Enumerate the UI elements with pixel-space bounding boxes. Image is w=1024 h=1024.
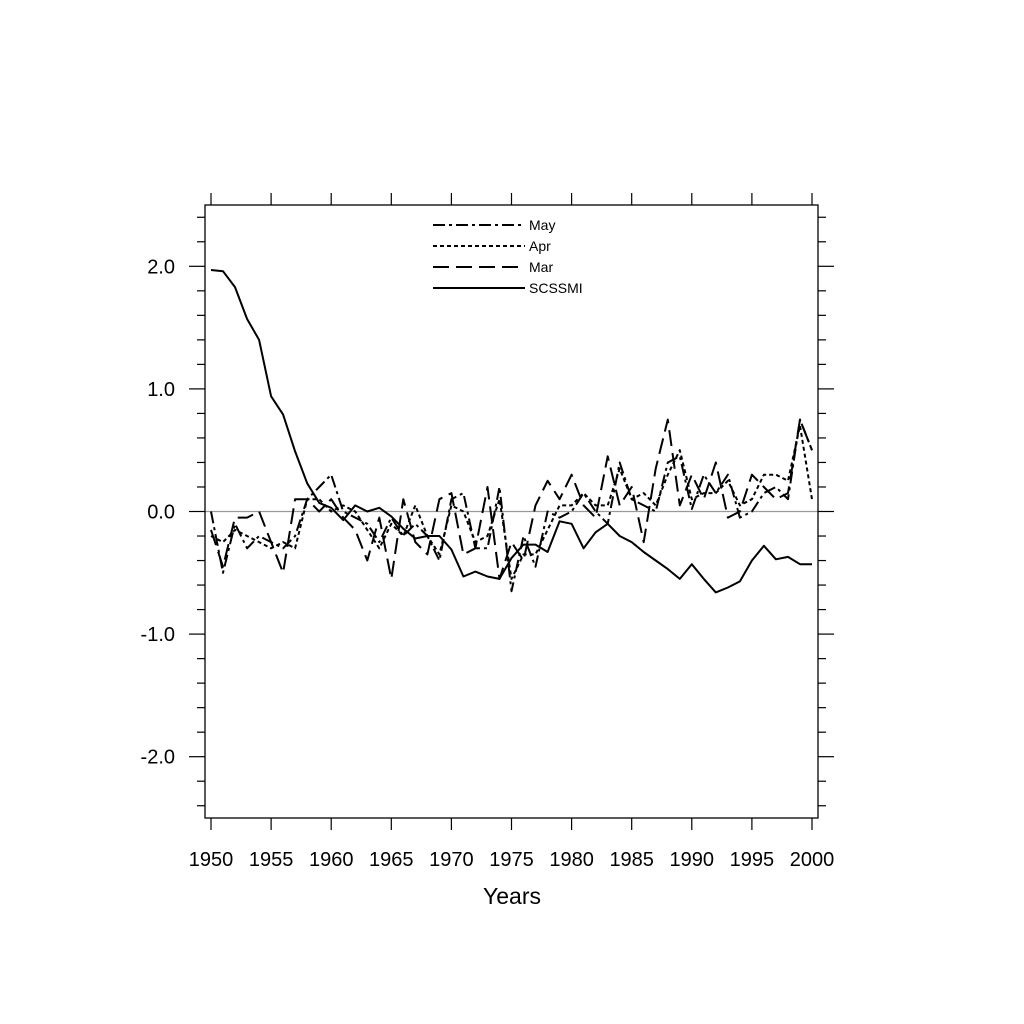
legend-label: SCSSMI [529,280,583,296]
axis-tick-labels: 1950 1955 1960 1965 1970 1975 1980 1985 1990 1995… [141,256,835,871]
legend-item-may: May [433,217,555,233]
legend-item-mar: Mar [433,259,553,275]
x-tick-label: 1980 [549,849,594,871]
series-lines [210,269,813,594]
legend: May Apr Mar SCSSMI [433,217,583,296]
y-tick-label: -1.0 [141,624,175,646]
x-tick-label: 1975 [489,849,534,871]
axis-ticks [189,193,834,830]
x-tick-label: 1965 [369,849,414,871]
x-tick-label: 1990 [670,849,715,871]
y-tick-label: 2.0 [147,256,175,278]
series-line-mar [210,418,813,580]
x-tick-label: 1960 [309,849,354,871]
series-line-scssmi [210,269,812,594]
x-tick-label: 1970 [429,849,474,871]
legend-item-apr: Apr [433,238,551,254]
legend-label: Mar [529,259,553,275]
x-tick-label: 1950 [189,849,234,871]
legend-label: Apr [529,238,551,254]
x-tick-label: 1955 [249,849,294,871]
x-axis-title: Years [483,883,541,909]
x-tick-label: 2000 [790,849,835,871]
x-tick-label: 1985 [609,849,654,871]
legend-item-scssmi: SCSSMI [433,280,583,296]
series-line-apr [210,424,813,580]
y-tick-label: -2.0 [141,747,175,769]
y-tick-label: 0.0 [147,502,175,524]
y-tick-label: 1.0 [147,379,175,401]
x-tick-label: 1995 [730,849,775,871]
series-line-may [210,418,813,593]
legend-label: May [529,217,555,233]
